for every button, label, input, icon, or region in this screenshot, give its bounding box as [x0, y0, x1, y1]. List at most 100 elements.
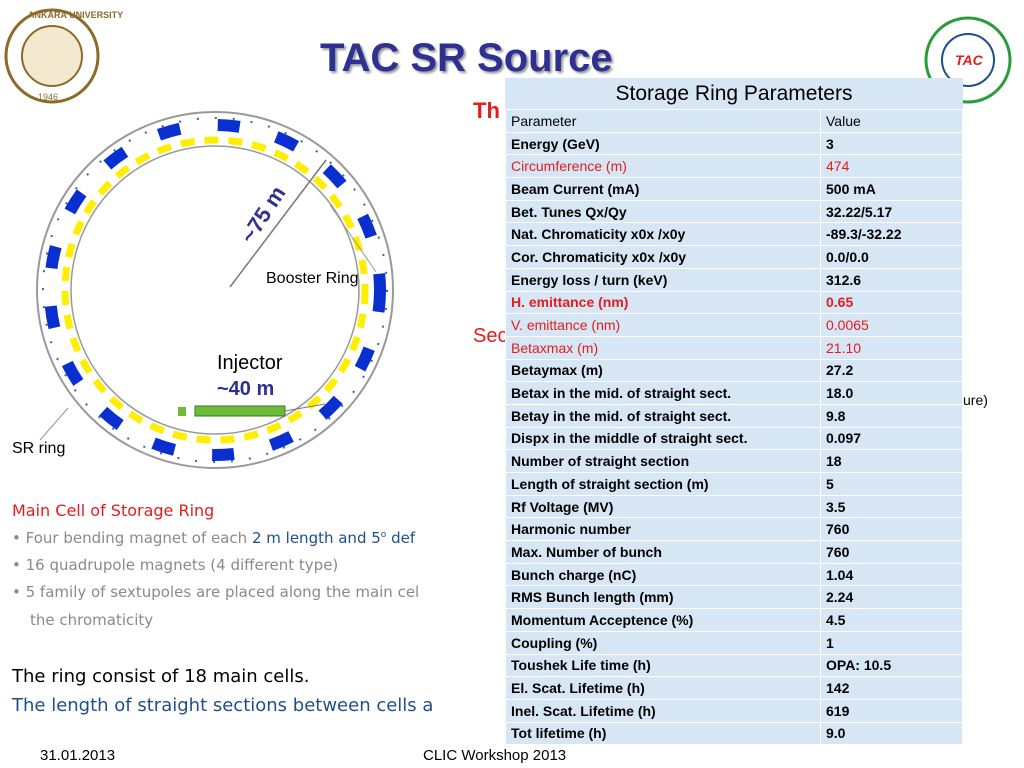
table-row: El. Scat. Lifetime (h) 142 [505, 676, 963, 700]
bullet: • Four bending magnet of each 2 m length… [12, 529, 416, 547]
table-cell: 18 [820, 449, 963, 473]
logo-right-text: TAC [955, 52, 984, 68]
table-cell: Betax in the mid. of straight sect. [505, 381, 821, 405]
table-row: Momentum Acceptence (%) 4.5 [505, 608, 963, 632]
table-row: Nat. Chromaticity x0x /x0y -89.3/-32.22 [505, 222, 963, 247]
table-cell: 21.10 [820, 335, 963, 360]
table-cell: Bunch charge (nC) [505, 562, 821, 587]
table-row: Energy loss / turn (keV) 312.6 [505, 267, 963, 292]
table-cell: 1.04 [820, 562, 963, 587]
table-cell: -89.3/-32.22 [820, 222, 963, 247]
table-cell: Max. Number of bunch [505, 540, 821, 564]
table-cell: 142 [820, 676, 963, 700]
table-row: Energy (GeV) 3 [505, 131, 963, 156]
table-cell: 500 mA [820, 177, 963, 201]
booster-ring [70, 145, 360, 435]
table-cell: Dispx in the middle of straight sect. [505, 426, 821, 451]
table-cell: Value [820, 109, 963, 133]
table-cell: RMS Bunch length (mm) [505, 585, 821, 610]
leader [39, 407, 69, 441]
table-row: Parameter Value [505, 109, 963, 133]
radius-arrow [229, 159, 327, 288]
text: The ring consist of 18 main cells. [12, 666, 310, 687]
fragment: Th [473, 98, 500, 123]
text: o [380, 530, 387, 540]
table-row: Circumference (m) 474 [505, 154, 963, 179]
table-cell: Nat. Chromaticity x0x /x0y [505, 222, 821, 247]
table-cell: Rf Voltage (MV) [505, 494, 821, 519]
table-cell: Length of straight section (m) [505, 472, 821, 496]
table-cell: 0.65 [820, 290, 963, 315]
table-cell: Bet. Tunes Qx/Qy [505, 199, 821, 224]
table-cell: 9.0 [820, 721, 963, 746]
logo-left-year: 1946 [38, 92, 58, 102]
table-cell: V. emittance (nm) [505, 313, 821, 337]
table-cell: 760 [820, 540, 963, 564]
table-cell: Inel. Scat. Lifetime (h) [505, 698, 821, 723]
table-cell: Circumference (m) [505, 154, 821, 179]
sr-ring-dipoles [44, 119, 386, 461]
table-cell: El. Scat. Lifetime (h) [505, 676, 821, 700]
footer-date: 31.01.2013 [40, 747, 116, 764]
table-cell: 9.8 [820, 403, 963, 428]
table-cell: 3 [820, 131, 963, 156]
table-row: Length of straight section (m) 5 [505, 472, 963, 496]
table-row: Max. Number of bunch 760 [505, 540, 963, 564]
text: 2 m length and 5 [251, 529, 381, 547]
table-cell: 5 [820, 472, 963, 496]
table-cell: 1 [820, 630, 963, 655]
heading: Main Cell of Storage Ring [12, 501, 215, 520]
table-row: Toushek Life time (h) OPA: 10.5 [505, 653, 963, 678]
table-cell: Energy (GeV) [505, 131, 821, 156]
table-row: H. emittance (nm) 0.65 [505, 290, 963, 315]
table-cell: OPA: 10.5 [820, 653, 963, 678]
table-cell: 18.0 [820, 381, 963, 405]
table-cell: Toushek Life time (h) [505, 653, 821, 678]
table-row: Number of straight section 18 [505, 449, 963, 473]
table-cell: Beam Current (mA) [505, 177, 821, 201]
table-row: Betaymax (m) 27.2 [505, 358, 963, 383]
table-cell: Coupling (%) [505, 630, 821, 655]
table-cell: Betaymax (m) [505, 358, 821, 383]
parameter-table: Storage Ring Parameters Parameter Value En… [505, 78, 963, 746]
table-cell: 312.6 [820, 267, 963, 292]
table-cell: Tot lifetime (h) [505, 721, 821, 746]
table-row: Betay in the mid. of straight sect. 9.8 [505, 403, 963, 428]
label: Booster Ring [266, 270, 359, 287]
radius-label: ~75 m [235, 181, 290, 247]
injector-gun [178, 407, 186, 416]
label: Injector [217, 352, 283, 374]
injector [194, 405, 286, 417]
text: The length of straight sections between … [12, 695, 434, 716]
table-cell: 3.5 [820, 494, 963, 519]
table-title: Storage Ring Parameters [505, 78, 963, 109]
table-cell: Energy loss / turn (keV) [505, 267, 821, 292]
booster-magnets [61, 136, 369, 444]
table-cell: 0.097 [820, 426, 963, 451]
label: SR ring [12, 440, 66, 457]
table-cell: Cor. Chromaticity x0x /x0y [505, 245, 821, 269]
transfer-line [284, 403, 326, 412]
text: 5 family of sextupoles are placed along … [25, 583, 420, 601]
text: def [386, 529, 416, 547]
table-row: Inel. Scat. Lifetime (h) 619 [505, 698, 963, 723]
text: Four bending magnet of each [25, 529, 252, 547]
table-cell: Number of straight section [505, 449, 821, 473]
table-cell: Harmonic number [505, 517, 821, 542]
bullet: • 16 quadrupole magnets (4 different typ… [12, 556, 339, 574]
table-row: Beam Current (mA) 500 mA [505, 177, 963, 201]
table-cell: Betay in the mid. of straight sect. [505, 403, 821, 428]
table-cell: Betaxmax (m) [505, 335, 821, 360]
table-cell: 760 [820, 517, 963, 542]
logo-right-inner [941, 33, 995, 87]
table-row: Betaxmax (m) 21.10 [505, 335, 963, 360]
table-cell: 4.5 [820, 608, 963, 632]
fragment: Sec [473, 325, 508, 347]
logo-left-inner [21, 25, 83, 87]
table-cell: 0.0065 [820, 313, 963, 337]
table-cell: 619 [820, 698, 963, 723]
table-row: Coupling (%) 1 [505, 630, 963, 655]
table-cell: 27.2 [820, 358, 963, 383]
